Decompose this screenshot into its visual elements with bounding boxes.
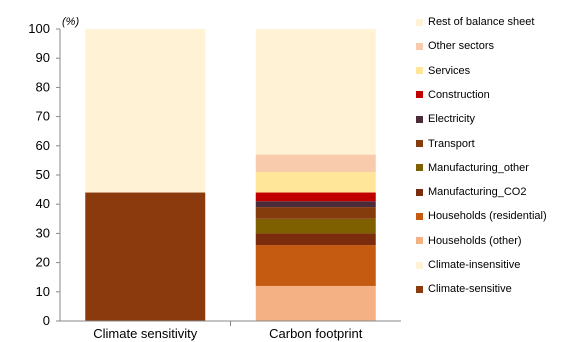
legend-item: Other sectors [416,39,494,53]
x-tick-labels: Climate sensitivity Carbon footprint [93,321,363,341]
legend-label: Households (other) [428,234,522,247]
y-tick-label: 30 [36,225,50,240]
bar-segment-manufacturing-other [255,218,376,234]
x-tick-label: Climate sensitivity [93,326,198,341]
legend-item: Electricity [416,112,475,126]
bar-segment-other-sectors [255,154,376,173]
legend-item: Rest of balance sheet [416,15,534,29]
legend-swatch [416,115,423,123]
legend-label: Other sectors [428,40,495,53]
y-tick-label: 50 [36,167,50,182]
y-tick-label: 60 [36,138,50,153]
y-tick-label: 10 [36,284,50,299]
legend-label: Rest of balance sheet [428,16,535,28]
legend-label: Transport [428,137,475,150]
legend-label: Manufacturing_CO2 [428,186,527,199]
bar-segment-services [255,172,376,193]
bar-segment-climate-sensitive [85,192,206,321]
legend-item: Households (other) [416,234,522,248]
bar-segment-households-other- [255,285,376,321]
bars [85,29,376,321]
bar-segment-rest-of-balance-sheet [255,29,376,155]
legend-swatch [416,164,423,172]
legend-item: Transport [416,137,475,151]
legend-swatch [416,285,423,293]
legend-swatch [416,91,423,99]
legend-swatch [416,67,423,75]
legend-swatch [416,188,423,196]
legend-swatch [416,42,423,50]
y-tick-label: 100 [28,21,50,36]
legend-swatch [416,261,423,269]
legend-label: Construction [428,88,490,101]
legend-item: Households (residential) [416,209,547,223]
legend-swatch [416,140,423,147]
y-ticks: 0 10 20 30 40 50 60 70 80 90 100 [28,21,60,328]
y-unit-label: (%) [62,16,79,28]
legend-label: Manufacturing_other [428,161,529,174]
legend-label: Households (residential) [428,210,547,223]
y-tick-label: 80 [36,79,50,94]
legend-swatch [416,18,423,26]
bar-segment-climate-insensitive [85,29,206,193]
bar-segment-households-residential- [255,245,376,286]
legend-item: Climate-insensitive [416,258,520,272]
x-tick-label: Carbon footprint [269,326,363,341]
bar-segment-construction [255,192,376,202]
y-tick-label: 70 [36,109,50,124]
legend-label: Climate-insensitive [428,259,521,271]
legend-item: Climate-sensitive [416,282,512,296]
legend-item: Services [416,64,470,78]
bar-segment-manufacturing-co2 [255,233,376,246]
legend-swatch [416,212,423,220]
y-tick-label: 90 [36,50,50,65]
legend-item: Manufacturing_other [416,161,529,175]
legend-item: Manufacturing_CO2 [416,185,526,199]
y-tick-label: 40 [36,196,50,211]
y-tick-label: 20 [36,255,50,270]
legend-item: Construction [416,88,490,102]
legend-swatch [416,237,423,245]
bar-segment-electricity [255,201,376,208]
y-tick-label: 0 [43,313,50,328]
legend-label: Climate-sensitive [428,283,512,296]
legend-label: Services [428,64,471,77]
legend-label: Electricity [428,113,476,126]
bar-segment-transport [255,207,376,219]
